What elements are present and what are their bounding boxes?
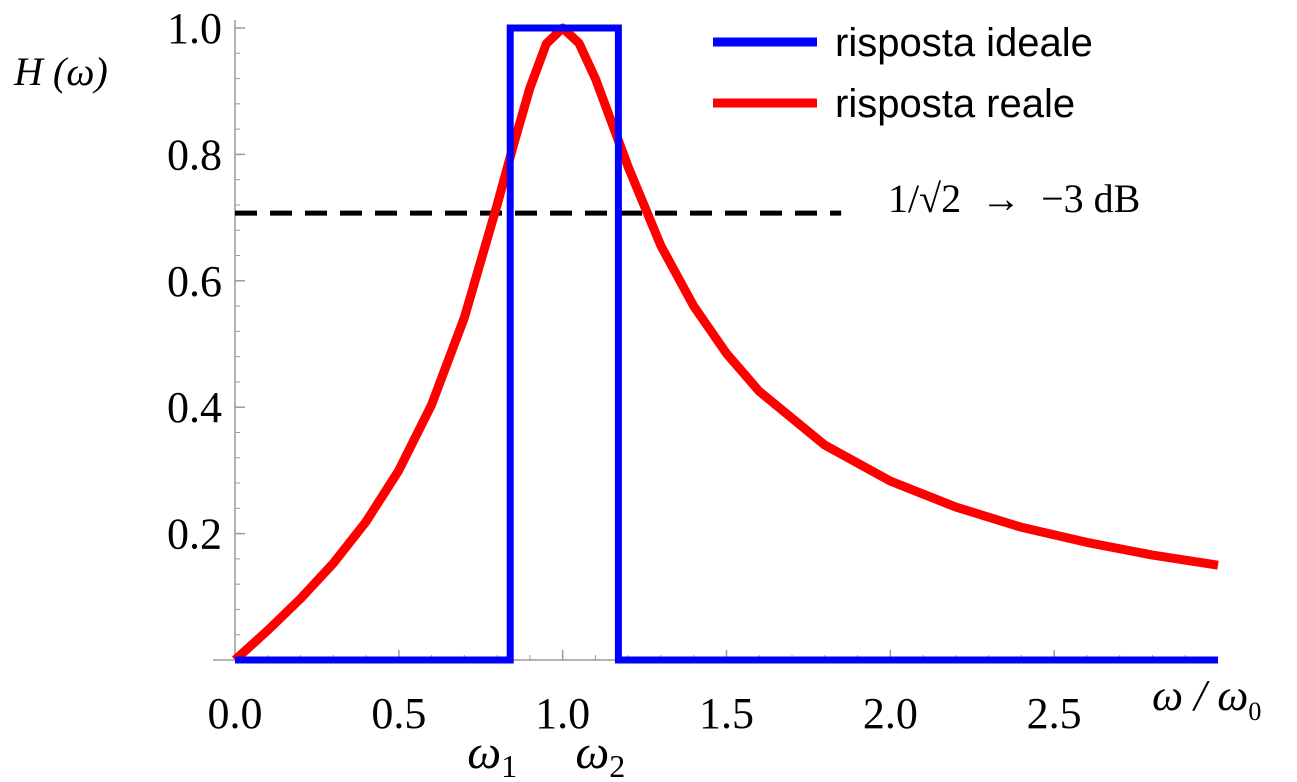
minor-ticks <box>235 52 1186 660</box>
omega1-label: ω1 <box>467 726 517 782</box>
x-tick-labels: 0.0 0.5 1.0 1.5 2.0 2.5 <box>208 689 1082 738</box>
series-line-risposta-reale <box>231 23 1219 664</box>
legend-label-risposta-ideale: risposta ideale <box>835 21 1093 65</box>
x-axis-label: ω / ω0 <box>1152 671 1261 726</box>
y-tick-label: 0.2 <box>167 510 222 559</box>
x-tick-label: 1.5 <box>699 689 754 738</box>
major-ticks <box>235 27 1055 660</box>
minus-3db-label: 1/√2 → −3 dB <box>888 176 1140 221</box>
x-tick-label: 0.5 <box>371 689 426 738</box>
legend: risposta ideale risposta reale <box>713 21 1093 126</box>
y-tick-label: 0.8 <box>167 130 222 179</box>
x-axis-label-subscript: 0 <box>1248 697 1261 726</box>
y-axis-label: H (ω) <box>13 49 108 94</box>
x-tick-label: 2.5 <box>1027 689 1082 738</box>
legend-label-risposta-reale: risposta reale <box>835 82 1075 126</box>
omega2-label: ω2 <box>575 726 625 782</box>
x-tick-label: 2.0 <box>863 689 918 738</box>
x-tick-label: 1.0 <box>535 689 590 738</box>
x-tick-label: 0.0 <box>208 689 263 738</box>
y-tick-label: 1.0 <box>167 4 222 53</box>
y-tick-labels: 0.2 0.4 0.6 0.8 1.0 <box>167 4 222 559</box>
y-tick-label: 0.4 <box>167 383 222 432</box>
series-line-risposta-ideale <box>235 24 1218 664</box>
y-tick-label: 0.6 <box>167 257 222 306</box>
